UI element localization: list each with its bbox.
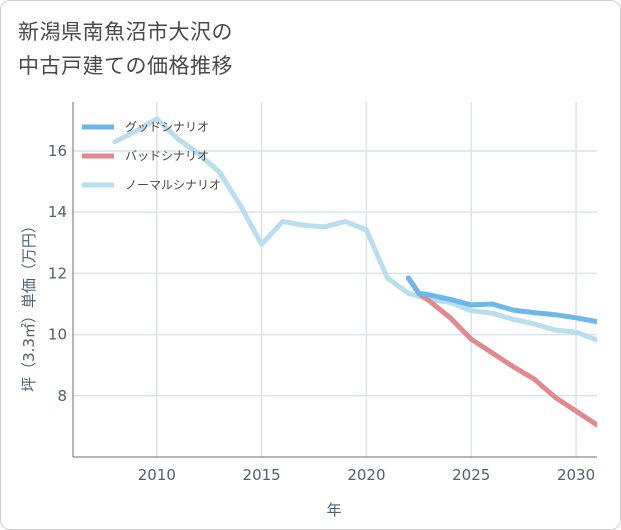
legend-label: ノーマルシナリオ — [125, 178, 221, 192]
x-tick-label: 2010 — [138, 466, 176, 484]
x-tick-label: 2030 — [557, 466, 595, 484]
y-tick-label: 12 — [48, 264, 67, 282]
x-tick-label: 2015 — [243, 466, 281, 484]
y-tick-label: 10 — [48, 326, 67, 344]
series-line-2 — [112, 116, 597, 343]
legend-label: バッドシナリオ — [125, 149, 209, 163]
y-tick-label: 14 — [48, 203, 67, 221]
grid-lines — [72, 102, 597, 458]
x-tick-label: 2020 — [347, 466, 385, 484]
chart-title: 新潟県南魚沼市大沢の 中古戸建ての価格推移 — [18, 15, 233, 83]
y-axis-title: 坪（3.3㎡）単価（万円） — [20, 218, 38, 392]
series-lines — [112, 116, 597, 428]
y-tick-label: 16 — [48, 142, 67, 160]
chart-title-line-1: 新潟県南魚沼市大沢の — [18, 20, 233, 44]
legend-label: グッドシナリオ — [125, 120, 209, 134]
tick-labels: 2010 2015 2020 2025 2030 8 10 12 14 16 — [48, 142, 595, 484]
y-tick-label: 8 — [57, 387, 67, 405]
x-axis-title: 年 — [326, 501, 341, 519]
series-line-1 — [405, 275, 597, 428]
x-tick-label: 2025 — [452, 466, 490, 484]
series-line-0 — [405, 275, 597, 325]
chart-title-line-2: 中古戸建ての価格推移 — [18, 54, 233, 78]
